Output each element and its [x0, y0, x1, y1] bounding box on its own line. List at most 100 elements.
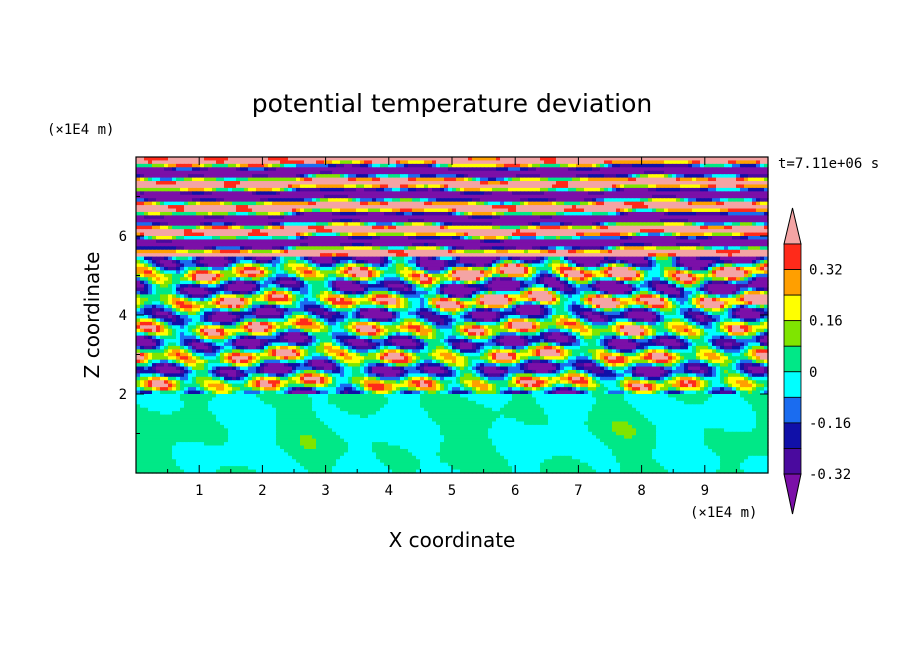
heatmap-cell	[764, 174, 769, 179]
heatmap-cell	[316, 208, 321, 213]
heatmap-cell	[172, 157, 177, 162]
heatmap-cell	[164, 236, 169, 241]
heatmap-cell	[632, 157, 637, 162]
heatmap-cell	[692, 167, 697, 172]
heatmap-cell	[640, 160, 645, 165]
heatmap-cell	[572, 249, 577, 254]
heatmap-cell	[436, 246, 441, 251]
heatmap-cell	[516, 246, 521, 251]
heatmap-cell	[448, 201, 453, 206]
heatmap-cell	[332, 187, 337, 192]
heatmap-cell	[252, 208, 257, 213]
heatmap-cell	[232, 236, 237, 241]
heatmap-cell	[684, 170, 689, 175]
heatmap-cell	[308, 215, 313, 220]
heatmap-cell	[596, 170, 601, 175]
heatmap-cell	[536, 184, 541, 189]
heatmap-cell	[508, 249, 513, 254]
heatmap-cell	[148, 170, 153, 175]
heatmap-cell	[500, 229, 505, 234]
heatmap-cell	[732, 181, 737, 186]
heatmap-cell	[404, 211, 409, 216]
heatmap-cell	[364, 236, 369, 241]
heatmap-cell	[196, 187, 201, 192]
heatmap-cell	[592, 187, 597, 192]
heatmap-cell	[740, 194, 745, 199]
heatmap-cell	[748, 181, 753, 186]
heatmap-cell	[684, 239, 689, 244]
heatmap-cell	[336, 184, 341, 189]
heatmap-cell	[204, 225, 209, 230]
heatmap-cell	[748, 163, 753, 168]
heatmap-cell	[656, 157, 661, 162]
heatmap-cell	[552, 163, 557, 168]
heatmap-cell	[548, 184, 553, 189]
heatmap-cell	[160, 260, 165, 265]
heatmap-cell	[156, 187, 161, 192]
heatmap-cell	[188, 232, 193, 237]
heatmap-cell	[596, 181, 601, 186]
heatmap-cell	[608, 239, 613, 244]
heatmap-cell	[656, 222, 661, 227]
heatmap-cell	[356, 253, 361, 258]
heatmap-cell	[268, 208, 273, 213]
heatmap-cell	[392, 174, 397, 179]
heatmap-cell	[724, 246, 729, 251]
heatmap-cell	[448, 215, 453, 220]
heatmap-cell	[696, 256, 701, 261]
heatmap-cell	[660, 201, 665, 206]
heatmap-cell	[592, 242, 597, 247]
heatmap-cell	[592, 260, 597, 265]
heatmap-cell	[584, 249, 589, 254]
heatmap-cell	[612, 187, 617, 192]
heatmap-cell	[736, 229, 741, 234]
heatmap-cell	[200, 201, 205, 206]
heatmap-cell	[728, 253, 733, 258]
heatmap-cell	[244, 218, 249, 223]
heatmap-cell	[204, 181, 209, 186]
heatmap-cell	[752, 191, 757, 196]
heatmap-cell	[220, 208, 225, 213]
heatmap-cell	[680, 242, 685, 247]
heatmap-cell	[484, 160, 489, 165]
heatmap-cell	[180, 256, 185, 261]
heatmap-cell	[376, 205, 381, 210]
heatmap-cell	[372, 222, 377, 227]
heatmap-cell	[484, 177, 489, 182]
heatmap-cell	[480, 194, 485, 199]
heatmap-cell	[752, 215, 757, 220]
heatmap-cell	[648, 208, 653, 213]
heatmap-cell	[516, 256, 521, 261]
heatmap-cell	[288, 239, 293, 244]
heatmap-cell	[320, 246, 325, 251]
heatmap-cell	[308, 263, 313, 268]
heatmap-cell	[620, 246, 625, 251]
heatmap-cell	[436, 201, 441, 206]
heatmap-cell	[472, 263, 477, 268]
heatmap-cell	[524, 229, 529, 234]
heatmap-cell	[356, 211, 361, 216]
heatmap-cell	[628, 211, 633, 216]
heatmap-cell	[528, 208, 533, 213]
heatmap-cell	[724, 191, 729, 196]
heatmap-cell	[288, 184, 293, 189]
heatmap-cell	[744, 181, 749, 186]
heatmap-cell	[464, 229, 469, 234]
heatmap-cell	[180, 191, 185, 196]
heatmap-cell	[408, 160, 413, 165]
heatmap-cell	[728, 242, 733, 247]
heatmap-cell	[692, 253, 697, 258]
heatmap-cell	[388, 201, 393, 206]
heatmap-cell	[288, 249, 293, 254]
heatmap-cell	[580, 211, 585, 216]
heatmap-cell	[468, 211, 473, 216]
heatmap-cell	[444, 246, 449, 251]
heatmap-cell	[468, 191, 473, 196]
heatmap-cell	[280, 236, 285, 241]
heatmap-cell	[668, 194, 673, 199]
heatmap-cell	[156, 242, 161, 247]
heatmap-cell	[148, 239, 153, 244]
heatmap-cell	[272, 167, 277, 172]
heatmap-cell	[492, 246, 497, 251]
heatmap-cell	[296, 215, 301, 220]
